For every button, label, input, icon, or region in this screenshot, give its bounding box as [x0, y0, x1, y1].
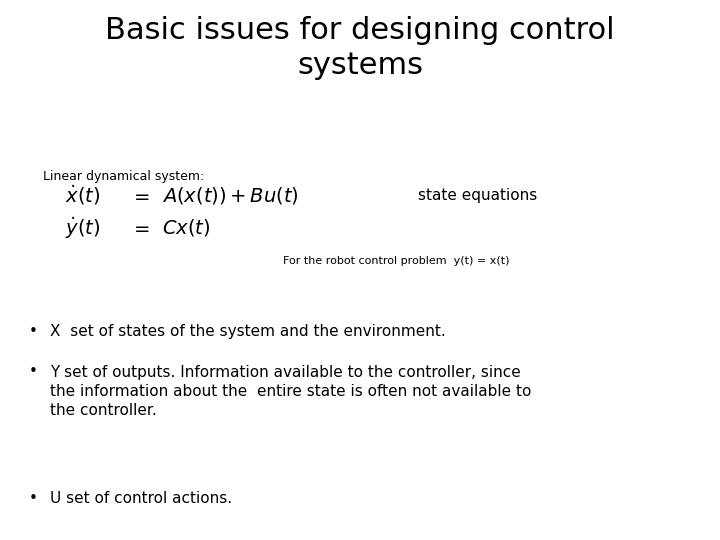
Text: $=$: $=$ [130, 218, 150, 238]
Text: $\dot{x}(t)$: $\dot{x}(t)$ [65, 184, 100, 207]
Text: $A(x(t)) + Bu(t)$: $A(x(t)) + Bu(t)$ [162, 185, 299, 206]
Text: Basic issues for designing control
systems: Basic issues for designing control syste… [105, 16, 615, 80]
Text: •: • [29, 491, 37, 507]
Text: U set of control actions.: U set of control actions. [50, 491, 233, 507]
Text: $=$: $=$ [130, 186, 150, 205]
Text: •: • [29, 324, 37, 339]
Text: Linear dynamical system:: Linear dynamical system: [43, 170, 204, 183]
Text: X  set of states of the system and the environment.: X set of states of the system and the en… [50, 324, 446, 339]
Text: For the robot control problem  y(t) = x(t): For the robot control problem y(t) = x(t… [283, 256, 509, 267]
Text: state equations: state equations [418, 188, 537, 203]
Text: $Cx(t)$: $Cx(t)$ [162, 218, 210, 238]
Text: Y set of outputs. Information available to the controller, since
the information: Y set of outputs. Information available … [50, 364, 532, 418]
Text: •: • [29, 364, 37, 380]
Text: $\dot{y}(t)$: $\dot{y}(t)$ [65, 215, 100, 241]
